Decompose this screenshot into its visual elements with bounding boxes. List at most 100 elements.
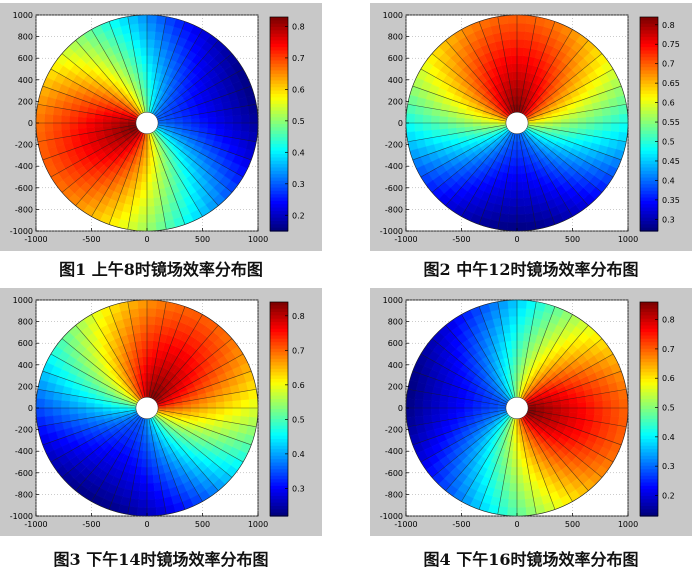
field-cell (146, 356, 152, 366)
field-cell (140, 181, 148, 191)
field-spoke (75, 416, 141, 491)
colorbar-swatch (270, 342, 288, 347)
colorbar-swatch (270, 429, 288, 434)
y-tick-label: 400 (388, 76, 403, 85)
field-spoke (152, 29, 203, 114)
field-spoke (525, 414, 603, 478)
field-cell (215, 407, 225, 415)
field-spoke (478, 418, 514, 510)
field-cell (561, 407, 570, 413)
y-tick-label: -600 (385, 469, 403, 478)
field-cell (405, 407, 415, 418)
field-cell (215, 116, 225, 124)
field-cell (146, 30, 156, 40)
colorbar-swatch (270, 402, 288, 407)
field-cell (102, 119, 112, 124)
x-tick-label: 1000 (248, 235, 268, 244)
field-cell (143, 149, 148, 159)
field-spoke (420, 353, 508, 403)
efficiency-heatmap-4: -1000 -500 0 500 1000 1000 800 600 400 200 0 -200 -4… (370, 288, 692, 536)
field-cell (247, 104, 258, 115)
colorbar-swatch (270, 489, 288, 494)
colorbar-swatch (270, 509, 288, 514)
field-cell (77, 401, 87, 409)
field-spoke (155, 338, 233, 402)
field-spoke (527, 85, 622, 120)
colorbar-swatch (270, 197, 288, 202)
colorbar-swatch (270, 472, 288, 477)
field-cell (139, 324, 148, 333)
colorbar-swatch (640, 342, 658, 347)
field-spoke (407, 103, 507, 122)
colorbar-swatch (640, 435, 658, 440)
field-spoke (520, 133, 556, 225)
x-tick-label: 0 (514, 235, 519, 244)
field-cell (249, 122, 259, 133)
colorbar-swatch (270, 382, 288, 387)
field-cell (247, 416, 258, 427)
colorbar-swatch (640, 124, 658, 128)
field-cell (52, 122, 62, 132)
field-cell (472, 404, 482, 409)
field-spoke (61, 414, 139, 478)
colorbar-tick-label: 0.4 (292, 450, 305, 459)
x-tick-label: -500 (452, 235, 470, 244)
field-spoke (91, 29, 142, 114)
colorbar-swatch (640, 429, 658, 434)
colorbar-swatch (640, 345, 658, 350)
field-cell (191, 122, 200, 128)
field-cell (602, 407, 612, 417)
field-cell (215, 122, 225, 130)
figure-caption-3: 图3 下午14时镜场效率分布图 (53, 550, 269, 569)
x-tick-label: 1000 (248, 520, 268, 529)
colorbar-swatch (270, 332, 288, 337)
colorbar-swatch (640, 455, 658, 460)
y-tick-label: 400 (388, 361, 403, 370)
field-cell (430, 115, 440, 124)
y-tick-label: 600 (388, 339, 403, 348)
field-cell (430, 122, 440, 131)
field-cell (619, 407, 629, 418)
colorbar-swatch (640, 422, 658, 427)
field-cell (155, 15, 167, 25)
field-cell (146, 348, 153, 358)
field-cell (110, 119, 120, 124)
field-cell (619, 122, 629, 133)
field-cell (110, 404, 120, 409)
y-tick-label: 0 (398, 404, 403, 413)
colorbar-swatch (270, 495, 288, 500)
field-spoke (431, 414, 509, 478)
colorbar-swatch (270, 502, 288, 507)
field-spoke (37, 409, 137, 428)
colorbar-swatch (270, 144, 288, 149)
colorbar-swatch (270, 107, 288, 112)
field-cell (85, 402, 95, 409)
colorbar-swatch (270, 17, 288, 21)
efficiency-heatmap-2: -1000 -500 0 500 1000 1000 800 600 400 200 0 -200 -4… (370, 3, 692, 251)
x-tick-label: 500 (195, 235, 210, 244)
field-cell (207, 116, 217, 124)
colorbar-swatch (640, 50, 658, 55)
figure-caption-1: 图1 上午8时镜场效率分布图 (59, 260, 263, 279)
field-cell (516, 372, 521, 382)
colorbar: 0.8 0.7 0.6 0.5 0.4 0.3 (269, 301, 305, 517)
colorbar-swatch (270, 150, 288, 155)
field-spoke (157, 370, 252, 405)
field-spoke (157, 124, 257, 143)
x-tick-label: 1000 (618, 520, 638, 529)
colorbar-swatch (270, 73, 288, 78)
colorbar-frame (269, 16, 289, 232)
field-cell (464, 403, 473, 409)
colorbar-tick-label: 0.8 (292, 22, 305, 31)
field-spoke (461, 132, 512, 217)
field-cell (544, 122, 554, 127)
field-spoke (478, 21, 514, 113)
field-cell (182, 122, 192, 127)
field-cell (182, 407, 192, 412)
colorbar-swatch (640, 67, 658, 72)
colorbar-swatch (270, 83, 288, 88)
field-cell (439, 116, 449, 124)
field-cell (525, 221, 537, 231)
field-cell (447, 401, 457, 409)
field-spokes (406, 300, 628, 516)
